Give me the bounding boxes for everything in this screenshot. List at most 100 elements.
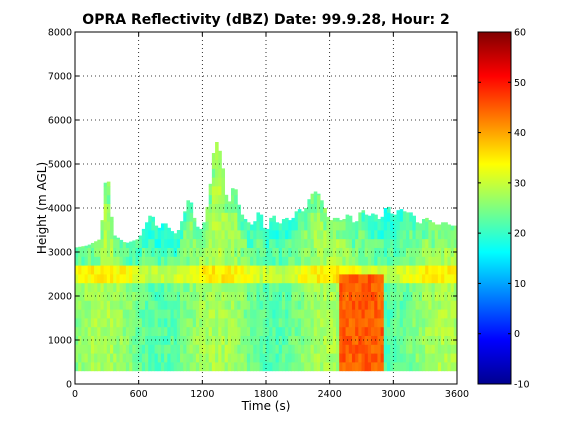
heatmap-cell [110,238,114,248]
heatmap-cell [256,362,261,372]
heatmap-cell [291,309,296,319]
heatmap-cell [176,238,181,248]
heatmap-cell [316,238,321,248]
heatmap-cell [122,291,127,301]
heatmap-cell [141,230,146,240]
heatmap-cell [304,247,308,257]
heatmap-cell [364,353,369,363]
heatmap-cell [170,318,175,328]
heatmap-cell [208,256,213,266]
heatmap-cell [246,282,251,292]
heatmap-cell [151,274,155,284]
heatmap-cell [406,265,410,275]
heatmap-cell [374,247,378,257]
heatmap-cell [262,256,267,266]
heatmap-cell [285,291,289,301]
heatmap-cell [211,168,216,178]
heatmap-cell [189,212,194,222]
heatmap-cell [164,265,168,275]
heatmap-cell [434,344,439,354]
heatmap-cell [237,282,241,292]
heatmap-cell [148,230,152,240]
heatmap-cell [320,318,324,328]
heatmap-cell [444,326,448,336]
heatmap-cell [129,344,133,354]
heatmap-cell [243,238,248,248]
heatmap-cell [434,230,439,240]
heatmap-cell [119,335,124,345]
heatmap-cell [122,274,127,284]
heatmap-cell [285,309,289,319]
heatmap-cell [269,217,273,222]
heatmap-cell [402,256,407,266]
heatmap-cell [323,208,327,213]
heatmap-cell [323,274,327,284]
heatmap-cell [145,230,149,240]
heatmap-cell [313,238,318,248]
heatmap-cell [106,265,111,275]
heatmap-cell [329,344,334,354]
heatmap-cell [132,265,136,275]
heatmap-cell [75,274,79,284]
heatmap-cell [122,318,127,328]
heatmap-cell [323,353,327,363]
heatmap-cell [371,353,375,363]
heatmap-cell [250,224,254,231]
heatmap-cell [259,362,264,372]
heatmap-cell [151,238,155,248]
heatmap-cell [316,362,321,372]
heatmap-cell [313,300,318,310]
heatmap-cell [358,274,362,284]
heatmap-cell [453,274,457,284]
heatmap-cell [205,326,210,336]
heatmap-cell [106,344,111,354]
heatmap-cell [176,362,181,372]
heatmap-cell [110,256,114,266]
heatmap-cell [218,309,222,319]
heatmap-cell [288,318,292,328]
heatmap-cell [113,362,117,372]
heatmap-cell [154,318,159,328]
heatmap-cell [310,194,315,204]
heatmap-cell [425,291,429,301]
heatmap-cell [450,256,455,266]
heatmap-cell [342,326,346,336]
heatmap-cell [348,344,353,354]
heatmap-cell [444,256,448,266]
heatmap-cell [87,344,92,354]
heatmap-cell [170,231,175,240]
heatmap-cell [412,309,417,319]
heatmap-cell [434,362,439,372]
heatmap-cell [189,300,194,310]
heatmap-cell [75,309,79,319]
heatmap-cell [250,238,254,248]
heatmap-cell [113,300,117,310]
heatmap-cell [141,256,146,266]
heatmap-cell [148,282,152,292]
heatmap-cell [227,230,232,240]
heatmap-cell [393,214,397,222]
heatmap-cell [377,219,381,222]
heatmap-cell [243,247,248,257]
heatmap-cell [208,221,213,231]
heatmap-cell [412,362,417,372]
heatmap-cell [386,221,391,231]
heatmap-cell [106,282,111,292]
heatmap-cell [195,291,200,301]
heatmap-cell [402,221,407,231]
heatmap-cell [339,335,343,345]
heatmap-cell [221,221,226,231]
heatmap-cell [224,238,229,248]
heatmap-cell [262,282,267,292]
heatmap-cell [84,326,89,336]
heatmap-cell [450,309,455,319]
heatmap-cell [176,291,181,301]
heatmap-cell [355,353,359,363]
heatmap-cell [234,326,238,336]
heatmap-cell [243,221,248,231]
heatmap-cell [291,318,296,328]
heatmap-cell [450,265,455,275]
heatmap-cell [336,318,340,328]
heatmap-cell [138,326,143,336]
heatmap-cell [351,300,356,310]
